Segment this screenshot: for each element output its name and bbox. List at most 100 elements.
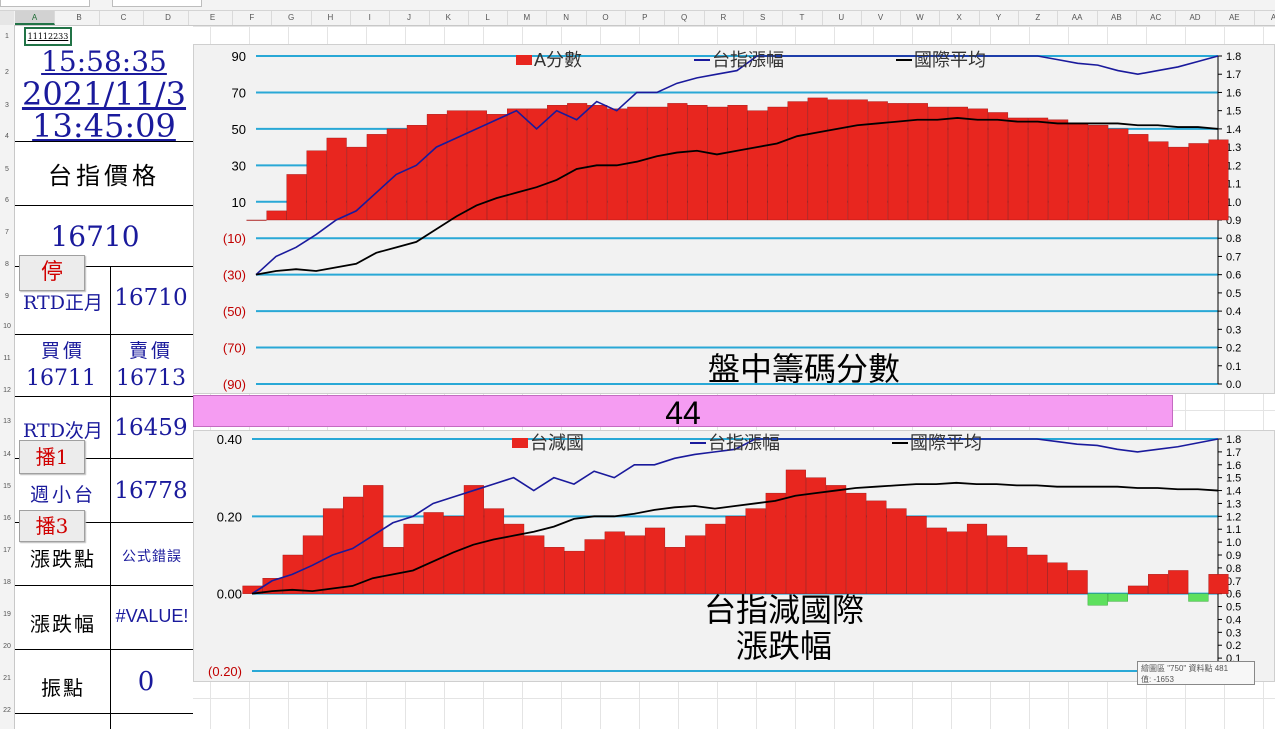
row-header-19[interactable]: 19 — [3, 611, 11, 618]
row-header-8[interactable]: 8 — [5, 261, 9, 268]
column-header-d[interactable]: D — [149, 11, 189, 25]
column-header-ad[interactable]: AD — [1176, 11, 1216, 25]
column-header-p[interactable]: P — [625, 11, 666, 25]
chip-score-chart[interactable]: 90 70 50 30 10 (10) (30) (50) (70) (90) 1.8 1.7 1.6 1… — [193, 44, 1275, 394]
bar — [887, 103, 908, 221]
row-header-2[interactable]: 2 — [5, 69, 9, 76]
bar — [1208, 574, 1229, 594]
row-header-10[interactable]: 10 — [3, 323, 11, 330]
column-header-c[interactable]: C — [104, 11, 144, 25]
bar — [727, 105, 748, 221]
column-header-ac[interactable]: AC — [1136, 11, 1177, 25]
column-header-g[interactable]: G — [272, 11, 312, 25]
column-header-n[interactable]: N — [547, 11, 587, 25]
column-header-v[interactable]: V — [861, 11, 902, 25]
y-right-tick-label: 1.6 — [1226, 87, 1241, 99]
column-header-a[interactable]: A — [15, 11, 55, 25]
amplitude-value: 0 — [137, 667, 155, 697]
y-right-tick-label: 1.0 — [1226, 537, 1241, 549]
change-percent-label: 漲跌幅 — [30, 612, 96, 636]
column-header-o[interactable]: O — [586, 11, 626, 25]
column-header-z[interactable]: Z — [1018, 11, 1059, 25]
row-header-12[interactable]: 12 — [3, 387, 11, 394]
column-header-j[interactable]: J — [390, 11, 430, 25]
y-right-tick-label: 0.9 — [1226, 215, 1241, 227]
row-header-14[interactable]: 14 — [3, 451, 11, 458]
column-header-r[interactable]: R — [704, 11, 744, 25]
formula-input[interactable] — [112, 0, 202, 7]
ask-value: 16713 — [116, 366, 186, 391]
column-header-ab[interactable]: AB — [1097, 11, 1137, 25]
bar — [266, 210, 287, 221]
column-header-l[interactable]: L — [468, 11, 509, 25]
cell-a1[interactable]: 11112233 — [24, 27, 72, 46]
series-line-intl-avg — [255, 117, 1219, 276]
column-header-x[interactable]: X — [940, 11, 980, 25]
row-header-3[interactable]: 3 — [5, 102, 9, 109]
bar — [1027, 554, 1048, 594]
row-header-13[interactable]: 13 — [3, 418, 11, 425]
row-header-9[interactable]: 9 — [5, 293, 9, 300]
divider — [15, 649, 193, 650]
bar — [306, 150, 327, 221]
y-left-tick-label: 0.00 — [217, 587, 242, 602]
select-all-corner[interactable] — [0, 11, 14, 25]
y-right-tick-label: 0.7 — [1226, 576, 1241, 588]
column-header-a[interactable]: A — [1254, 11, 1275, 25]
column-header-h[interactable]: H — [311, 11, 351, 25]
row-header-15[interactable]: 15 — [3, 483, 11, 490]
y-left-tick-label: (90) — [223, 377, 246, 392]
play1-button[interactable]: 播1 — [19, 440, 85, 474]
row-header-5[interactable]: 5 — [5, 166, 9, 173]
play3-button[interactable]: 播3 — [19, 510, 85, 542]
row-header-16[interactable]: 16 — [3, 515, 11, 522]
y-left-tick-label: (0.20) — [208, 664, 242, 679]
name-box[interactable] — [0, 0, 90, 7]
legend-swatch — [516, 55, 532, 65]
bar — [1148, 141, 1169, 221]
y-right-tick-label: 0.0 — [1226, 379, 1241, 391]
y-right-tick-label: 1.5 — [1226, 106, 1241, 118]
column-header-m[interactable]: M — [507, 11, 548, 25]
row-header-22[interactable]: 22 — [3, 707, 11, 714]
bar — [1208, 139, 1229, 221]
series-line-tw-index — [251, 438, 1219, 595]
column-header-f[interactable]: F — [232, 11, 273, 25]
row-header-7[interactable]: 7 — [5, 229, 9, 236]
column-header-t[interactable]: T — [783, 11, 823, 25]
divider — [15, 396, 193, 397]
y-right-tick-label: 0.4 — [1226, 306, 1241, 318]
rtd-next-value: 16459 — [114, 415, 188, 441]
column-header-aa[interactable]: AA — [1058, 11, 1098, 25]
row-header-18[interactable]: 18 — [3, 579, 11, 586]
row-header-11[interactable]: 11 — [3, 355, 11, 362]
row-header-17[interactable]: 17 — [3, 547, 11, 554]
series-line-tw-index — [255, 55, 1219, 276]
column-header-w[interactable]: W — [900, 11, 941, 25]
bar — [966, 523, 988, 594]
column-header-e[interactable]: E — [193, 11, 233, 25]
column-header-s[interactable]: S — [743, 11, 784, 25]
column-header-q[interactable]: Q — [665, 11, 705, 25]
y-right-tick-label: 1.7 — [1226, 69, 1241, 81]
column-header-i[interactable]: I — [350, 11, 391, 25]
y-right-tick-label: 1.4 — [1226, 486, 1241, 498]
change-points-value: 公式錯誤 — [122, 549, 182, 565]
row-header-6[interactable]: 6 — [5, 197, 9, 204]
y-right-tick-label: 1.3 — [1226, 142, 1241, 154]
column-header-b[interactable]: B — [60, 11, 100, 25]
column-header-ae[interactable]: AE — [1215, 11, 1255, 25]
row-header-20[interactable]: 20 — [3, 643, 11, 650]
column-header-u[interactable]: U — [822, 11, 862, 25]
column-header-k[interactable]: K — [429, 11, 469, 25]
column-header-y[interactable]: Y — [979, 11, 1019, 25]
row-header-1[interactable]: 1 — [5, 33, 9, 40]
y-right-tick-label: 1.5 — [1226, 473, 1241, 485]
bar — [1107, 593, 1128, 602]
row-header-4[interactable]: 4 — [5, 133, 9, 140]
formula-bar-strip — [0, 0, 1275, 11]
diff-change-chart[interactable]: 0.40 0.20 0.00 (0.20) 1.8 1.7 1.6 1.5 1.4 1.3 1.2 1… — [193, 430, 1275, 682]
row-header-21[interactable]: 21 — [3, 675, 11, 682]
stop-button[interactable]: 停 — [19, 255, 85, 291]
left-panel — [15, 26, 193, 729]
